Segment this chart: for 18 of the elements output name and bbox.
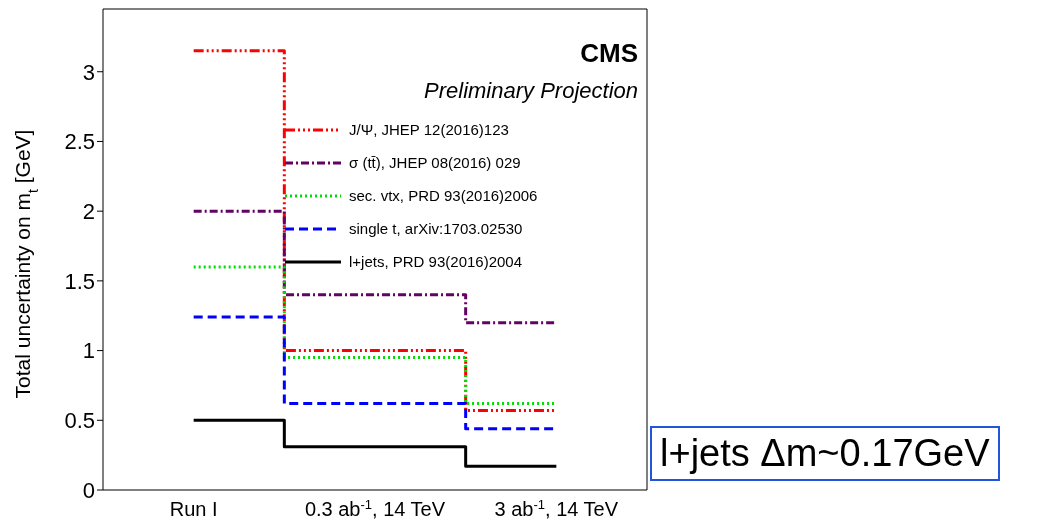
x-tick-label: 3 ab$^{-1}$, 14 TeV <box>494 496 619 520</box>
y-tick-label: 2 <box>82 198 95 224</box>
legend-label: sec. vtx, PRD 93(2016)2006 <box>349 187 538 204</box>
y-tick-label: 0 <box>82 477 95 503</box>
x-tick-label: 0.3 ab$^{-1}$, 14 TeV <box>304 496 446 520</box>
text: l+jets Δm~0.17GeV <box>650 426 1000 481</box>
legend-label: single t, arXiv:1703.02530 <box>349 220 523 237</box>
y-tick-label: 3 <box>82 59 95 85</box>
text: CMS <box>580 38 638 69</box>
x-tick-label: Run I <box>169 498 218 520</box>
y-tick-label: 1 <box>82 338 95 364</box>
legend-label: σ (tt̄), JHEP 08(2016) 029 <box>349 154 521 171</box>
y-tick-label: 2.5 <box>64 129 95 155</box>
y-tick-label: 1.5 <box>64 268 95 294</box>
legend-label: l+jets, PRD 93(2016)2004 <box>349 253 523 270</box>
text: Preliminary Projection <box>424 78 638 104</box>
y-tick-label: 0.5 <box>64 408 95 434</box>
legend-label: J/Ψ, JHEP 12(2016)123 <box>349 121 509 138</box>
